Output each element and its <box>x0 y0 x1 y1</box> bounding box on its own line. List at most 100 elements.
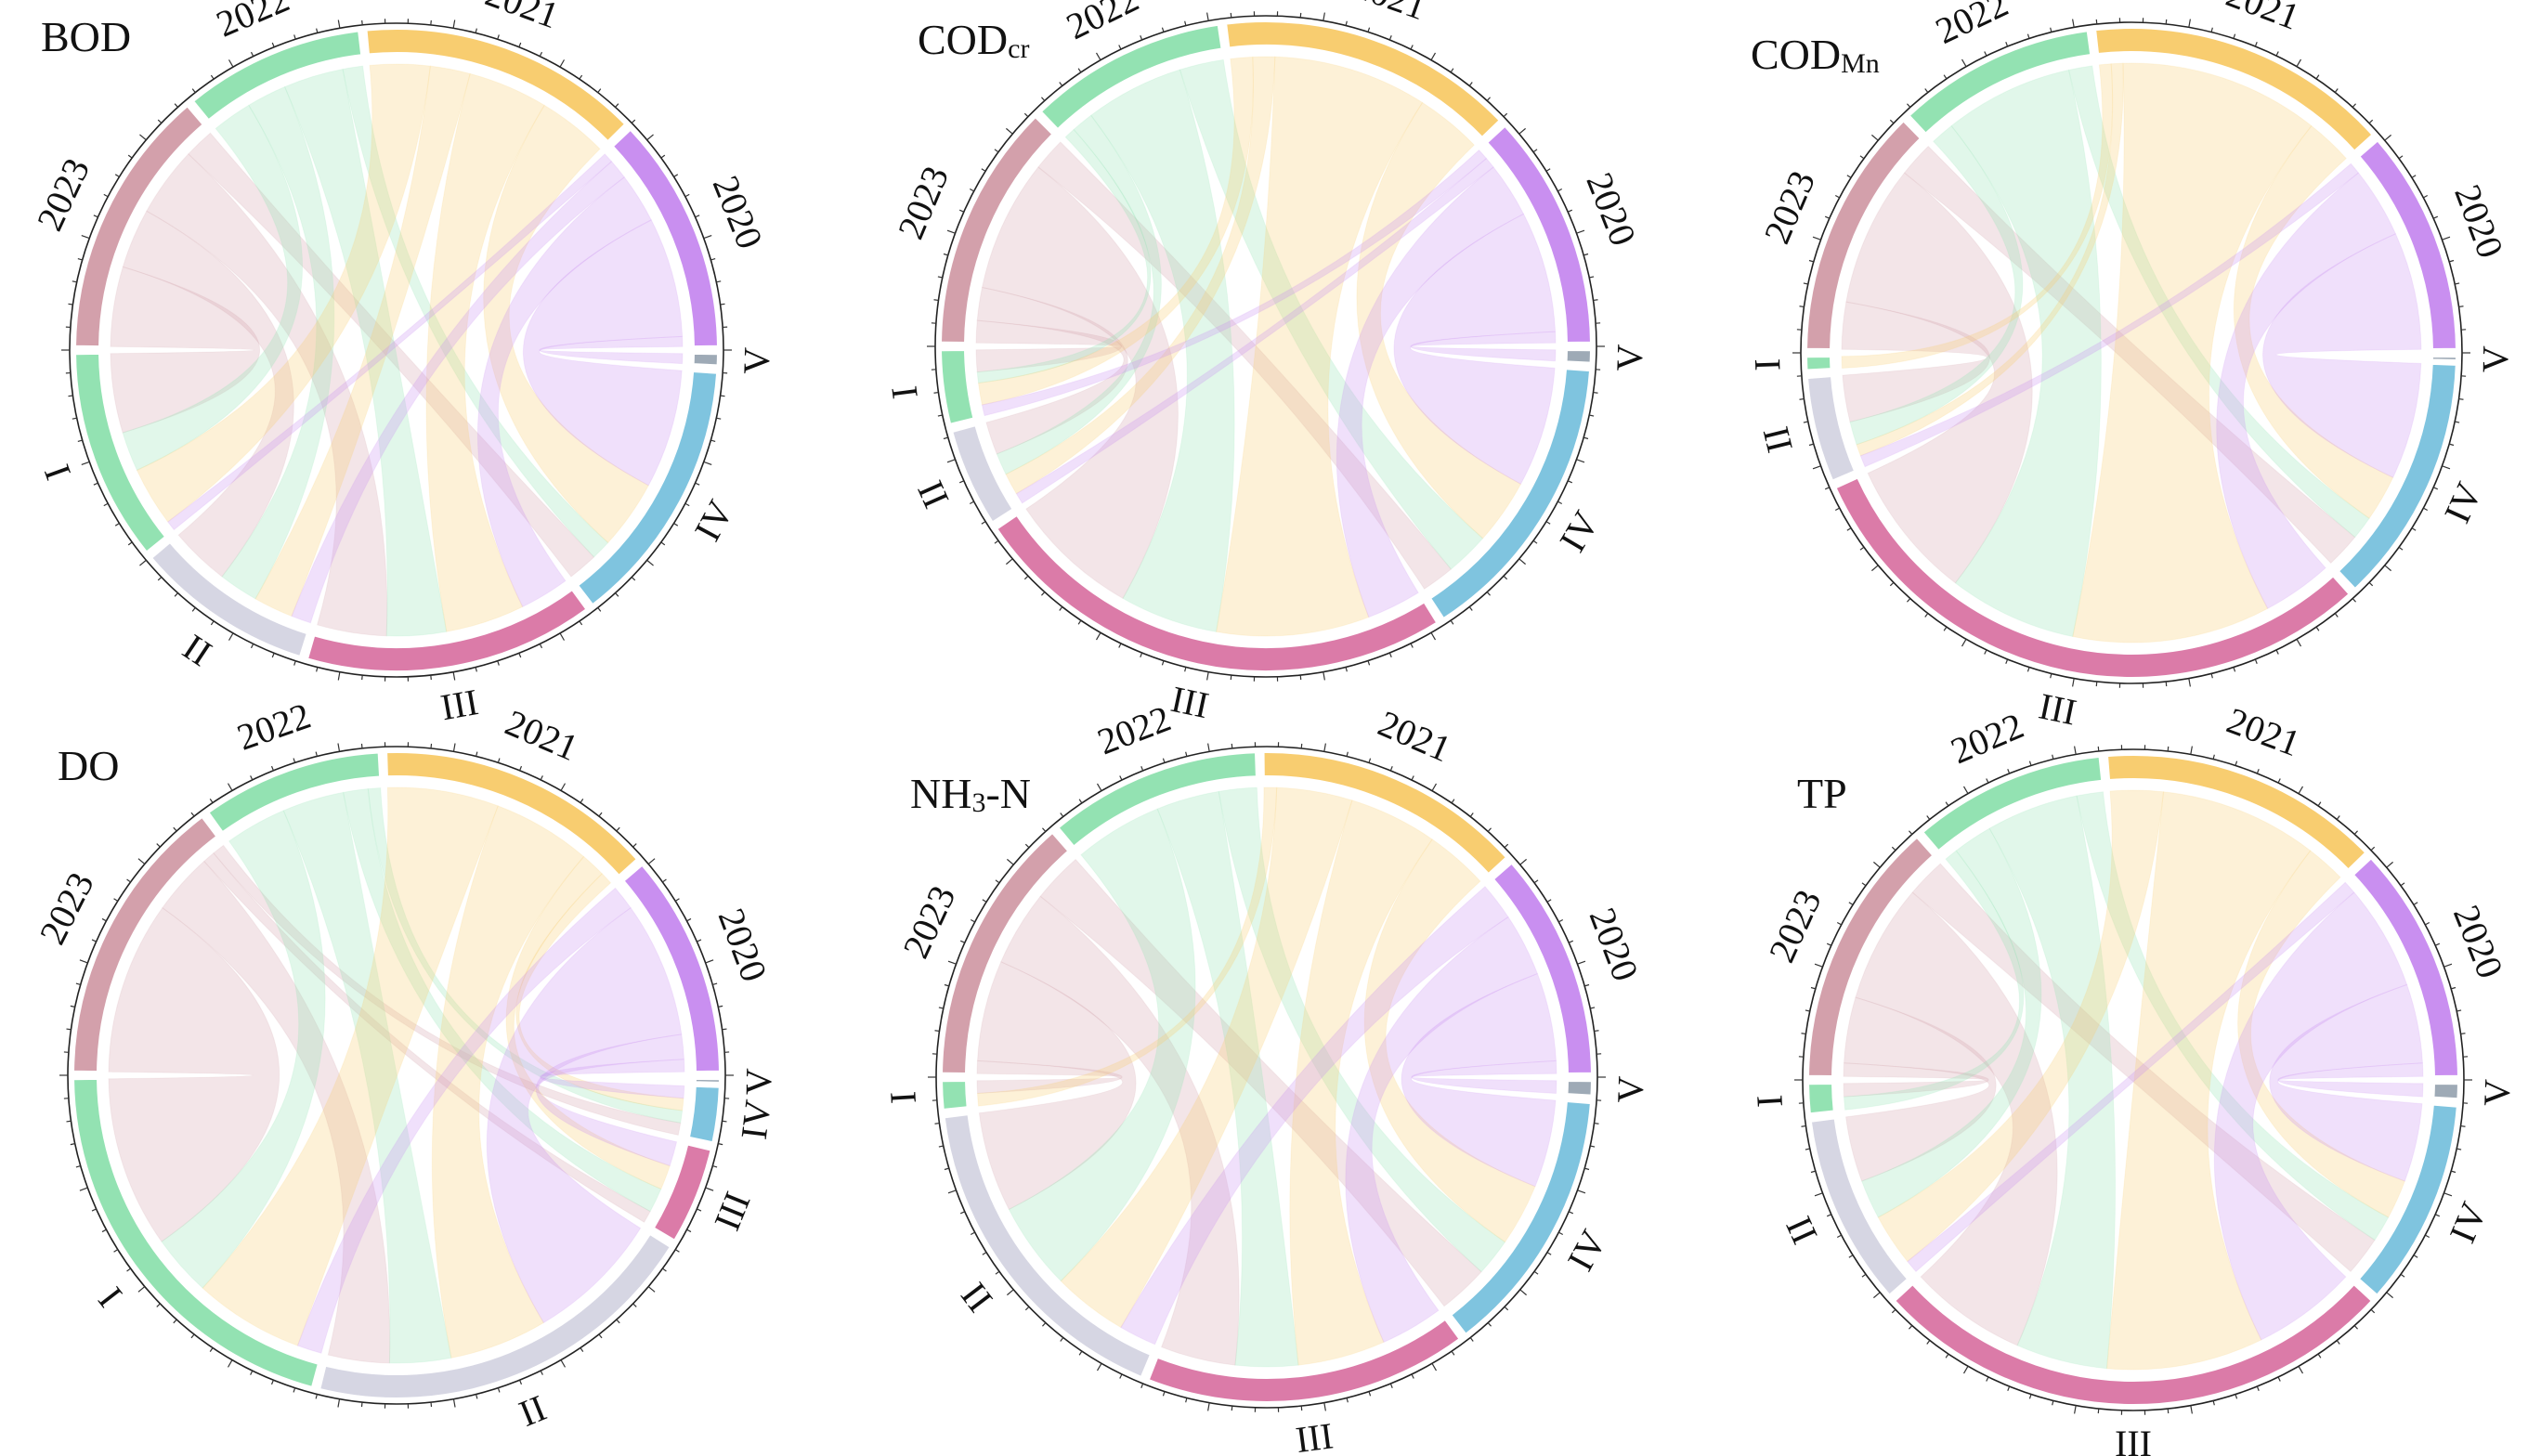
tick <box>1812 465 1821 470</box>
chord-2023-IV <box>213 844 682 1136</box>
segment-year-2020-label: 2020 <box>2445 900 2512 984</box>
tick <box>227 1359 233 1368</box>
chord-2020-IV <box>540 1059 685 1099</box>
chord-2020-III <box>477 176 652 608</box>
tick <box>2442 236 2451 240</box>
tick <box>944 983 949 987</box>
tick <box>1908 830 1913 835</box>
tick <box>315 751 318 757</box>
chord-2021-III <box>1289 800 1433 1366</box>
tick <box>2423 507 2429 512</box>
segment-year-2023-label: 2023 <box>32 865 102 951</box>
tick <box>1007 858 1014 865</box>
chord-2023-II <box>1844 996 1997 1182</box>
segment-grade-IV-label: IV <box>1551 503 1607 558</box>
tick <box>75 982 81 986</box>
segment-grade-III <box>995 514 1439 672</box>
chord-2022-IV <box>1218 786 1506 1273</box>
chord-2020-II <box>1015 157 1494 504</box>
tick <box>969 188 974 192</box>
segment-year-2023-label: 2023 <box>1761 883 1830 968</box>
tick <box>540 775 543 781</box>
segment-year-2021 <box>1225 20 1501 139</box>
tick <box>430 20 432 25</box>
tick <box>2353 1325 2359 1330</box>
tick <box>1873 861 1881 868</box>
tick <box>1848 902 1854 905</box>
tick <box>1140 35 1143 41</box>
chord-2022-IV <box>2067 65 2370 539</box>
tick <box>2165 19 2168 25</box>
tick <box>2188 19 2191 28</box>
tick <box>970 1231 975 1236</box>
tick <box>1799 397 1805 400</box>
tick <box>1140 1383 1144 1388</box>
chord-2020-III <box>1336 166 1525 618</box>
tick <box>2052 754 2054 760</box>
tick <box>646 559 654 566</box>
segment-grade-IV-label: IV <box>686 493 742 548</box>
chord-2022-III <box>1156 790 1299 1368</box>
tick <box>2386 1292 2393 1299</box>
tick <box>1567 480 1573 484</box>
tick <box>1871 565 1879 572</box>
tick <box>1185 1398 1188 1403</box>
tick <box>2400 1273 2405 1278</box>
chord-2023-IV <box>1037 141 1453 590</box>
tick <box>1040 592 1046 596</box>
chord-2020-II <box>1907 881 2355 1273</box>
tick <box>139 559 147 566</box>
chord-2023-I <box>975 319 1122 373</box>
tick <box>718 1143 723 1146</box>
segment-grade-V-label: V <box>736 346 778 374</box>
tick <box>1077 68 1082 73</box>
tick <box>1503 112 1508 118</box>
chord-2021-IV <box>2237 850 2405 1218</box>
chord-2023-IV <box>1911 863 2376 1273</box>
segment-grade-I-label: I <box>90 1280 131 1315</box>
tick <box>2425 921 2430 926</box>
chord-2023-I <box>110 266 261 434</box>
tick <box>1388 652 1392 657</box>
chord-2023-I <box>1843 1062 1989 1098</box>
segment-year-2021-label: 2021 <box>2222 699 2306 764</box>
tick <box>2097 746 2100 752</box>
tick <box>1984 649 1987 655</box>
chord-2020-II <box>291 161 626 624</box>
tick <box>361 675 363 681</box>
tick <box>2384 565 2391 572</box>
chord-links <box>975 56 1557 637</box>
tick <box>1096 783 1102 791</box>
chord-2020-II <box>486 906 683 1324</box>
tick <box>1984 51 1987 57</box>
chord-2023-III <box>1000 895 1240 1366</box>
tick <box>710 439 716 442</box>
tick <box>316 667 319 672</box>
tick <box>2449 443 2455 447</box>
tick <box>91 939 97 942</box>
tick <box>1871 134 1879 141</box>
segment-year-2021 <box>1262 751 1508 876</box>
tick <box>101 917 107 922</box>
tick <box>1545 521 1551 525</box>
tick <box>1908 1325 1913 1330</box>
tick <box>2432 487 2439 490</box>
tick <box>1119 1373 1123 1379</box>
chord-2021-III <box>1216 56 1424 637</box>
tick <box>1584 983 1590 987</box>
tick <box>944 1167 949 1171</box>
tick <box>2235 1394 2238 1399</box>
tick <box>1812 236 1821 240</box>
tick <box>994 540 999 544</box>
chord-2021-III <box>2105 791 2312 1371</box>
tick <box>2298 1366 2304 1374</box>
tick <box>2455 282 2460 285</box>
tick <box>209 799 214 803</box>
tick <box>703 234 712 240</box>
chord-2022-I <box>1843 850 2025 1111</box>
segment-grade-III <box>1893 1282 2374 1406</box>
tick <box>75 1164 81 1168</box>
tick <box>70 1005 75 1008</box>
tick <box>2210 27 2213 32</box>
